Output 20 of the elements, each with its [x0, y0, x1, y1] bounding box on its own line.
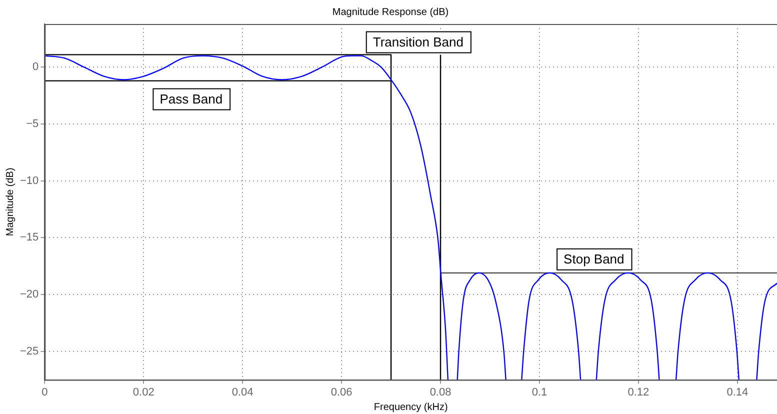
- x-tick-label: 0.08: [430, 386, 452, 398]
- annotation: Stop Band: [564, 251, 624, 266]
- y-tick-label: −10: [20, 174, 39, 187]
- x-tick-label: 0.06: [330, 386, 352, 398]
- y-tick-label: −5: [26, 118, 39, 130]
- y-axis-title: Magnitude (dB): [4, 168, 16, 236]
- y-tick-label: −20: [20, 288, 39, 301]
- x-tick-label: 0: [42, 386, 48, 398]
- x-tick-label: 0.12: [628, 386, 650, 398]
- chart-title: Magnitude Response (dB): [332, 6, 449, 18]
- annotation: Pass Band: [160, 91, 223, 106]
- annotation: Transition Band: [372, 34, 464, 50]
- y-tick-label: −25: [20, 345, 39, 358]
- y-tick-label: 0: [32, 61, 39, 74]
- x-tick-label: 0.14: [726, 386, 748, 398]
- x-tick-label: 0.04: [232, 386, 254, 398]
- x-tick-label: 0.1: [532, 386, 548, 398]
- y-tick-label: −15: [20, 232, 39, 244]
- x-axis-title: Frequency (kHz): [374, 402, 448, 413]
- x-tick-label: 0.02: [132, 386, 154, 398]
